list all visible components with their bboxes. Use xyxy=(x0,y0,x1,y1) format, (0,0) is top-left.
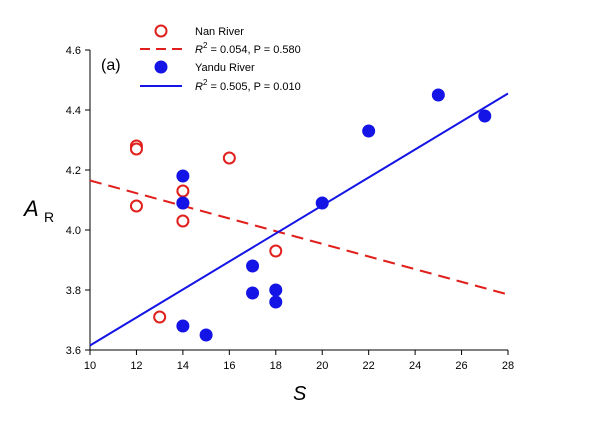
point-nan-river xyxy=(153,310,167,324)
point-yandu-river xyxy=(176,196,190,210)
legend-label-nan-river: Nan River xyxy=(195,26,244,38)
y-axis-title-subscript: R xyxy=(44,209,54,225)
y-tick-label: 4.4 xyxy=(66,105,81,117)
point-yandu-river xyxy=(431,88,445,102)
legend-label-yandu-river: Yandu River xyxy=(195,62,255,74)
x-tick-label: 14 xyxy=(177,360,189,372)
legend-r-nan-river: R xyxy=(195,44,203,56)
point-yandu-river xyxy=(478,109,492,123)
point-yandu-river xyxy=(246,259,260,273)
legend-stats-nan-river: R2 = 0.054, P = 0.580 xyxy=(195,41,301,56)
y-axis-title-main: A xyxy=(22,196,38,221)
y-tick-label: 3.6 xyxy=(66,345,81,357)
point-nan-river xyxy=(269,244,283,258)
point-yandu-river xyxy=(199,328,213,342)
x-tick-label: 18 xyxy=(270,360,282,372)
x-tick-label: 28 xyxy=(502,360,514,372)
y-tick-label: 4.2 xyxy=(66,165,81,177)
x-tick-label: 16 xyxy=(223,360,235,372)
fit-lines xyxy=(89,92,509,347)
point-yandu-river xyxy=(269,283,283,297)
y-ticks: 3.6 3.8 4.0 4.2 4.4 4.6 xyxy=(66,45,90,357)
x-axis-title: S xyxy=(293,383,307,405)
point-nan-river xyxy=(129,199,143,213)
fit-line-nan-river xyxy=(89,179,509,296)
y-tick-label: 3.8 xyxy=(66,285,81,297)
point-nan-river xyxy=(176,214,190,228)
point-yandu-river xyxy=(246,286,260,300)
point-yandu-river xyxy=(176,169,190,183)
x-tick-label: 12 xyxy=(130,360,142,372)
x-tick-label: 22 xyxy=(363,360,375,372)
legend-marker-yandu-river xyxy=(154,60,168,74)
fit-line-yandu-river xyxy=(89,92,509,347)
x-tick-label: 24 xyxy=(409,360,421,372)
point-yandu-river xyxy=(269,295,283,309)
data-points xyxy=(129,88,492,342)
panel-label: (a) xyxy=(101,57,121,74)
x-tick-label: 26 xyxy=(455,360,467,372)
y-tick-label: 4.0 xyxy=(66,225,81,237)
legend-stats-text-nan-river: = 0.054, P = 0.580 xyxy=(207,44,300,56)
point-nan-river xyxy=(129,142,143,156)
legend-marker-nan-river xyxy=(154,24,168,38)
point-nan-river xyxy=(176,184,190,198)
x-tick-label: 20 xyxy=(316,360,328,372)
legend-r-sup-nan-river: 2 xyxy=(203,41,208,50)
x-ticks: 10 12 14 16 18 20 22 24 26 28 xyxy=(84,350,514,372)
point-yandu-river xyxy=(315,196,329,210)
y-axis-title: A R xyxy=(22,196,54,225)
point-yandu-river xyxy=(362,124,376,138)
legend-stats-text-yandu-river: = 0.505, P = 0.010 xyxy=(207,81,300,93)
legend-r-yandu-river: R xyxy=(195,81,203,93)
point-nan-river xyxy=(222,151,236,165)
y-tick-label: 4.6 xyxy=(66,45,81,57)
legend-r-sup-yandu-river: 2 xyxy=(203,78,208,87)
point-yandu-river xyxy=(176,319,190,333)
legend-stats-yandu-river: R2 = 0.505, P = 0.010 xyxy=(195,78,301,93)
legend: Nan River R2 = 0.054, P = 0.580 Yandu Ri… xyxy=(140,24,301,93)
x-tick-label: 10 xyxy=(84,360,96,372)
